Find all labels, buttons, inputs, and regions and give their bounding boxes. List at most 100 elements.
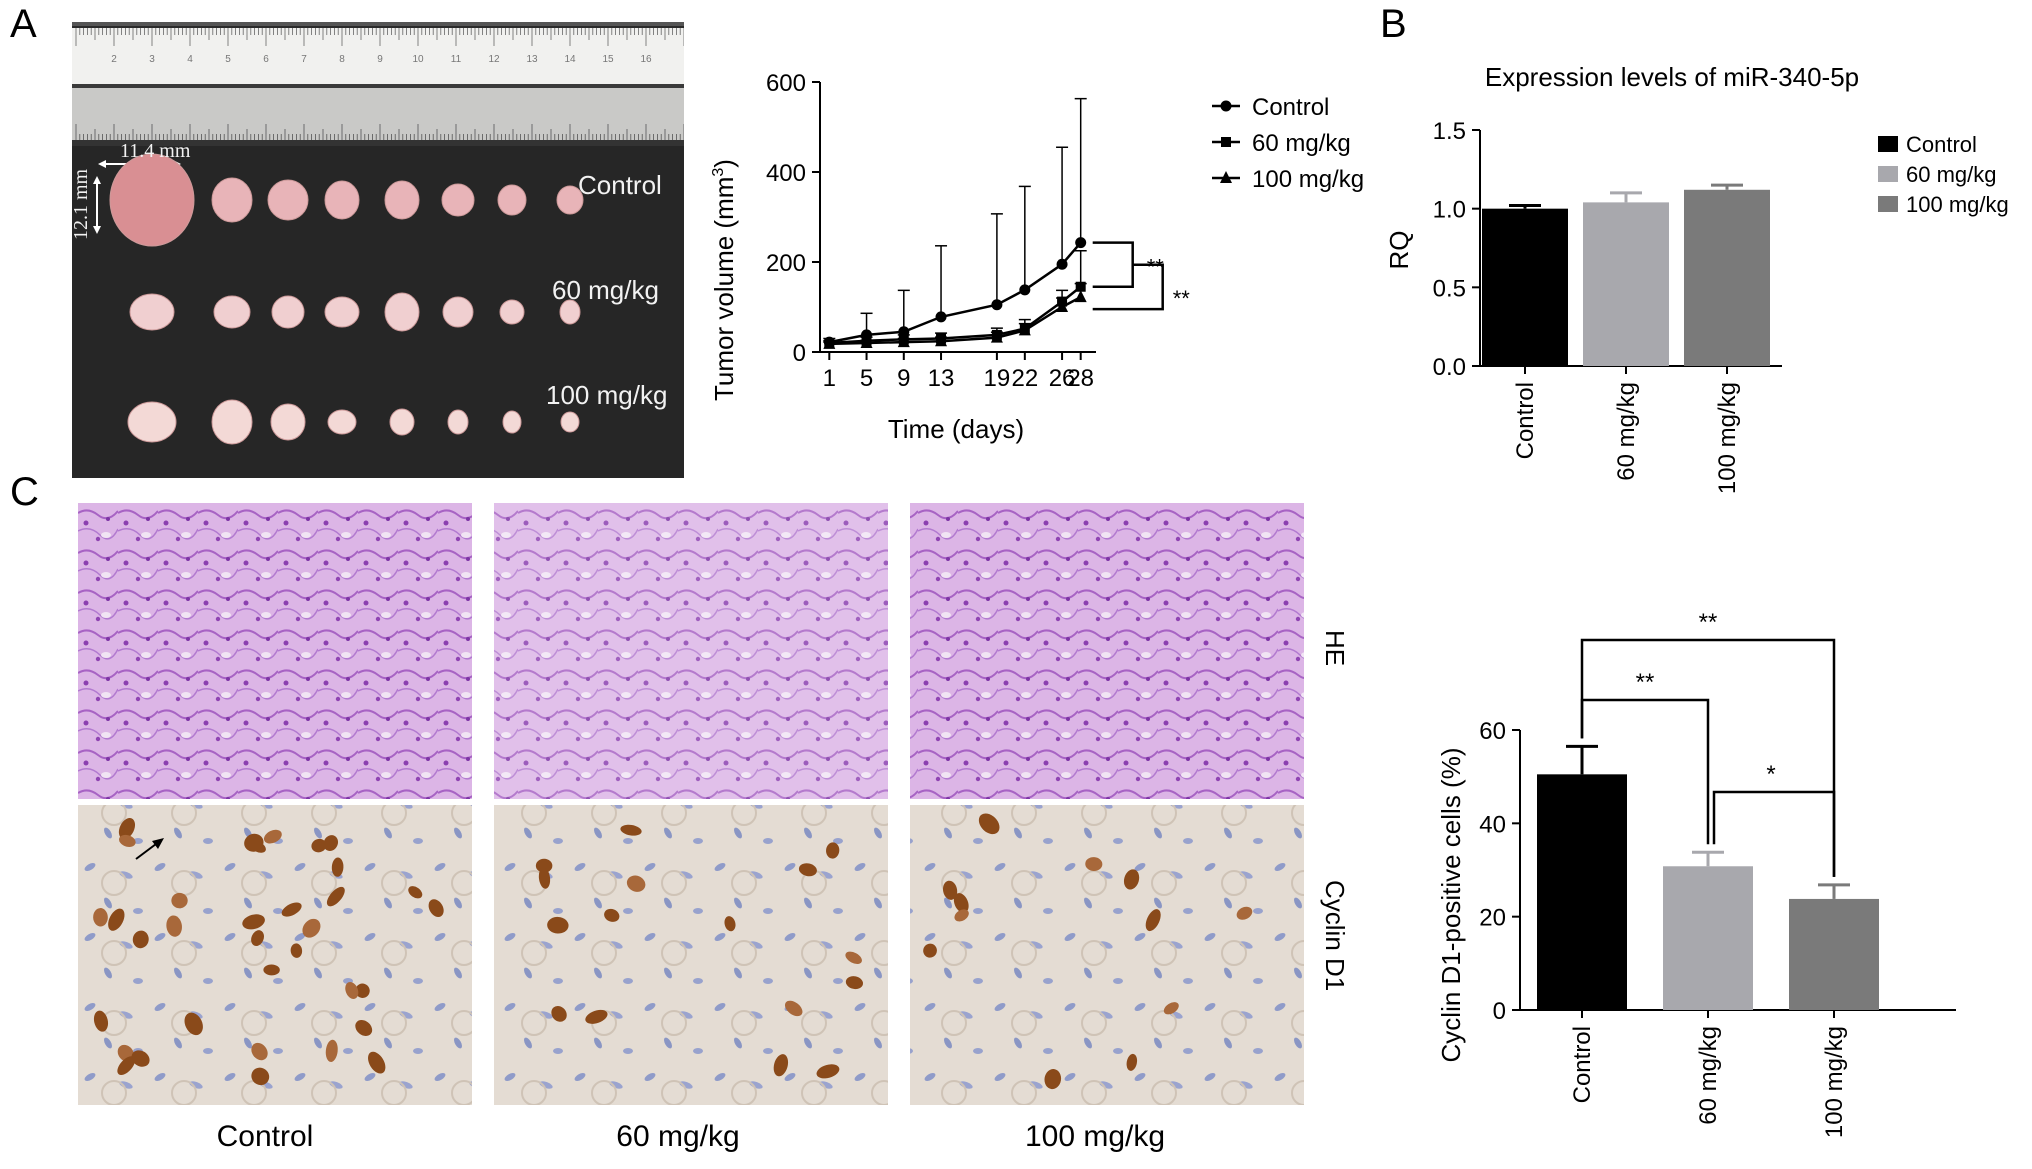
- bar: [1482, 208, 1568, 366]
- x-tick-label: 100 mg/kg: [1821, 1026, 1848, 1138]
- tumor: [556, 185, 584, 215]
- y-tick-label: 0.5: [1433, 275, 1466, 302]
- tumor: [211, 177, 253, 223]
- ruler-number: 13: [526, 54, 538, 65]
- sig-bracket: [1092, 241, 1134, 288]
- tumor: [271, 295, 305, 329]
- x-tick-label: 28: [1067, 365, 1094, 392]
- photo-label-60: 60 mg/kg: [552, 275, 659, 305]
- mir-expression-y-axis-title: RQ: [1384, 231, 1414, 270]
- stained-nucleus: [108, 908, 125, 931]
- sig-bracket: [1580, 698, 1710, 845]
- stained-nucleus: [345, 981, 359, 999]
- ruler-number: 3: [149, 54, 155, 65]
- stained-nucleus: [626, 875, 646, 892]
- stained-nucleus: [251, 930, 264, 946]
- tumor: [270, 403, 306, 441]
- ruler-number: 10: [412, 54, 424, 65]
- sig-label: **: [1147, 255, 1165, 280]
- stained-nucleus: [290, 943, 303, 958]
- data-point: [1075, 237, 1087, 249]
- ruler-number: 9: [377, 54, 383, 65]
- stained-nucleus: [244, 833, 264, 852]
- legend-label: 100 mg/kg: [1252, 166, 1364, 193]
- legend-swatch: [1878, 166, 1898, 182]
- tumor: [213, 295, 251, 329]
- y-tick-label: 0.0: [1433, 354, 1466, 381]
- panel-letter-a: A: [10, 2, 37, 46]
- ruler-number: 7: [301, 54, 307, 65]
- stained-nucleus: [585, 1009, 608, 1024]
- bar: [1583, 202, 1669, 366]
- stained-nucleus: [538, 867, 551, 889]
- tumor: [127, 401, 177, 443]
- stained-nucleus: [171, 892, 188, 909]
- ruler-number: 5: [225, 54, 231, 65]
- series-line: [829, 241, 1082, 344]
- photo-label-control: Control: [578, 170, 662, 200]
- y-tick-label: 600: [766, 70, 806, 97]
- stained-nucleus: [326, 886, 345, 907]
- data-point: [860, 336, 873, 348]
- ruler-number: 6: [263, 54, 269, 65]
- legend-marker: [1220, 100, 1232, 112]
- tumor: [442, 296, 474, 328]
- stained-nucleus: [724, 916, 736, 932]
- x-tick-label: 26: [1049, 365, 1076, 392]
- data-point: [823, 336, 836, 349]
- stained-nucleus: [117, 1056, 136, 1076]
- tumor: [384, 180, 420, 220]
- y-tick-label: 200: [766, 250, 806, 277]
- tumor: [327, 409, 357, 435]
- data-point: [1019, 284, 1031, 296]
- stained-nucleus: [551, 1005, 567, 1022]
- stained-nucleus: [604, 908, 620, 922]
- stained-nucleus: [1236, 906, 1253, 920]
- stained-nucleus: [119, 834, 136, 847]
- legend-swatch: [1878, 196, 1898, 212]
- stained-nucleus: [428, 899, 444, 918]
- cyclin-y-axis-title: Cyclin D1-positive cells (%): [1436, 748, 1466, 1063]
- x-tick-label: 100 mg/kg: [1714, 382, 1741, 494]
- stained-nucleus: [331, 857, 344, 877]
- tumor: [389, 408, 415, 436]
- stained-nucleus: [408, 886, 423, 899]
- tumor: [499, 299, 525, 325]
- tumor-volume-y-axis-title: Tumor volume (mm3): [709, 159, 739, 401]
- data-point: [1074, 290, 1087, 303]
- ruler-number: 16: [640, 54, 652, 65]
- stained-nucleus: [251, 1042, 268, 1061]
- x-tick-label: 13: [928, 365, 955, 392]
- stained-nucleus: [242, 914, 265, 930]
- legend-marker: [1220, 171, 1232, 183]
- y-tick-label: 400: [766, 160, 806, 187]
- bar: [1684, 189, 1770, 366]
- stained-nucleus: [118, 817, 136, 840]
- stained-nucleus: [816, 1064, 840, 1079]
- tumor: [559, 299, 581, 325]
- panel-letter-b: B: [1380, 2, 1407, 46]
- tumor-volume-chart: Tumor volume (mm3) Time (days) 0 200 400 60…: [709, 70, 1364, 444]
- stained-nucleus: [773, 1054, 789, 1077]
- tumor: [441, 183, 475, 217]
- tumor: [129, 293, 175, 331]
- data-point: [897, 335, 910, 348]
- tumor-volume-x-axis-title: Time (days): [888, 414, 1024, 444]
- data-point: [990, 330, 1003, 343]
- stained-nucleus: [132, 930, 149, 949]
- tumor: [267, 179, 309, 221]
- ruler-number: 11: [451, 54, 462, 65]
- ruler-number: 4: [187, 54, 193, 65]
- stained-nucleus: [954, 909, 969, 922]
- y-tick-label: 0: [793, 340, 806, 367]
- mir-expression-chart: Expression levels of miR-340-5p RQ 0.0 0.…: [1384, 62, 2009, 494]
- histology-col-label-100: 100 mg/kg: [1024, 1120, 1166, 1153]
- x-tick-label: 19: [984, 365, 1011, 392]
- stained-nucleus: [368, 1051, 386, 1074]
- dim-width-label: 11.4 mm: [120, 140, 191, 162]
- sig-bracket: [1580, 638, 1836, 877]
- histology-col-label-control: Control: [216, 1120, 314, 1153]
- series-line: [829, 295, 1082, 346]
- sig-bracket: [1712, 790, 1836, 877]
- sig-label: **: [1699, 609, 1718, 636]
